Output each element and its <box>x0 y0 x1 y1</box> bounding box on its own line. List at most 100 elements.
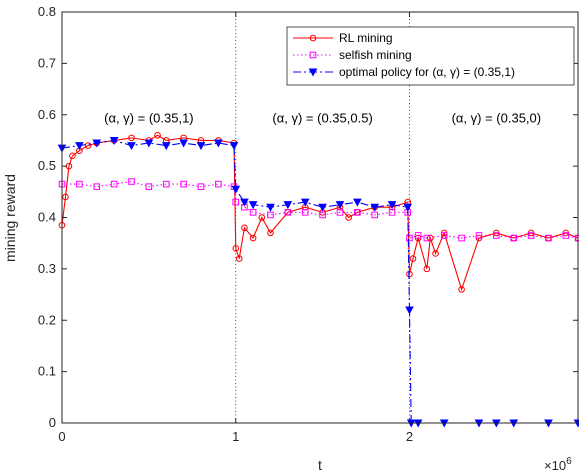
data-point-circle <box>258 214 266 221</box>
data-point-square <box>354 209 361 216</box>
data-point-square <box>414 232 422 239</box>
data-point-circle <box>235 255 243 262</box>
x-tick-label: 1 <box>232 429 239 444</box>
data-point-square <box>267 211 274 219</box>
x-multiplier-label: ×106 <box>544 456 572 473</box>
data-point-triangle <box>266 203 275 212</box>
data-point-triangle <box>214 139 223 148</box>
phase-annotations: (α, γ) = (0.35,1) (α, γ) = (0.35,0.5) (α, … <box>104 110 541 125</box>
series-line-0 <box>61 134 579 292</box>
legend-label-2: optimal policy for (α, γ) = (0.35,1) <box>339 65 515 79</box>
y-tick-label: 0 <box>49 415 56 430</box>
data-point-square <box>197 183 205 190</box>
x-axis-label: t <box>318 457 322 473</box>
data-point-triangle <box>353 198 362 207</box>
data-point-triangle <box>229 142 239 151</box>
data-point-square <box>215 180 222 188</box>
phase-annotation-2: (α, γ) = (0.35,0) <box>452 110 542 125</box>
legend-label-1: selfish mining <box>339 48 412 62</box>
data-point-square <box>319 211 326 219</box>
data-point-square <box>110 180 118 188</box>
y-tick-label: 0.4 <box>38 210 56 225</box>
data-point-triangle <box>231 185 241 194</box>
data-point-square <box>562 232 570 239</box>
data-point-triangle <box>318 203 327 212</box>
x-tick-label: 2 <box>406 429 413 444</box>
data-point-triangle <box>75 142 84 151</box>
data-point-square <box>406 234 413 242</box>
data-point-circle <box>241 224 248 232</box>
data-point-square <box>336 209 344 216</box>
data-point-square <box>527 232 535 239</box>
data-point-square <box>128 178 135 185</box>
data-point-circle <box>154 132 161 139</box>
data-point-circle <box>406 270 413 278</box>
data-point-triangle <box>248 201 258 210</box>
data-point-square <box>440 232 448 239</box>
y-tick-label: 0.8 <box>38 4 56 19</box>
data-point-square <box>545 234 552 242</box>
data-point-circle <box>62 193 69 201</box>
data-point-square <box>309 51 317 59</box>
series-1 <box>58 178 579 242</box>
data-point-triangle <box>92 139 102 148</box>
data-point-triangle <box>308 68 318 77</box>
data-point-square <box>475 232 483 239</box>
legend-box <box>286 26 575 86</box>
data-point-triangle <box>109 136 119 145</box>
y-tick-label: 0.7 <box>38 55 56 70</box>
phase-annotation-1: (α, γ) = (0.35,0.5) <box>272 110 372 125</box>
y-tick-label: 0.5 <box>38 158 56 173</box>
data-point-square <box>510 234 518 242</box>
ticks: 0 0.1 0.2 0.3 0.4 0.5 0.6 0.7 0.8 0 1 2 <box>38 4 578 444</box>
data-point-square <box>93 183 101 190</box>
x-multiplier-base: ×10 <box>544 458 566 473</box>
y-tick-label: 0.2 <box>38 312 56 327</box>
data-point-square <box>493 232 500 239</box>
data-point-circle <box>249 234 257 242</box>
data-point-triangle <box>127 142 136 151</box>
data-point-square <box>371 211 379 219</box>
data-point-triangle <box>403 203 413 212</box>
data-point-circle <box>69 152 76 160</box>
y-axis-label: mining reward <box>2 174 18 262</box>
data-point-circle <box>432 250 439 257</box>
phase-annotation-0: (α, γ) = (0.35,1) <box>104 110 194 125</box>
x-tick-label: 0 <box>58 429 65 444</box>
data-point-square <box>249 209 257 216</box>
y-tick-label: 0.6 <box>38 107 56 122</box>
data-point-triangle <box>144 139 154 148</box>
data-point-square <box>162 180 170 188</box>
y-tick-label: 0.1 <box>38 364 56 379</box>
y-tick-label: 0.3 <box>38 261 56 276</box>
data-point-square <box>388 209 396 216</box>
data-point-triangle <box>300 198 310 207</box>
legend-items: RL mining selfish mining optimal policy fo… <box>293 31 515 79</box>
data-point-square <box>423 234 431 242</box>
data-point-circle <box>345 214 352 221</box>
data-point-circle <box>423 265 431 273</box>
data-point-triangle <box>370 203 380 212</box>
data-point-triangle <box>335 201 345 210</box>
data-point-circle <box>128 134 135 142</box>
data-point-triangle <box>196 142 206 151</box>
data-point-triangle <box>405 306 414 315</box>
data-point-circle <box>84 142 92 149</box>
data-point-circle <box>458 286 465 293</box>
data-point-circle <box>309 34 317 42</box>
legend-label-0: RL mining <box>339 31 393 45</box>
data-point-circle <box>267 229 274 237</box>
data-point-triangle <box>179 139 188 148</box>
data-point-circle <box>427 234 434 242</box>
data-point-square <box>76 180 83 188</box>
data-point-square <box>232 198 240 206</box>
data-point-square <box>180 180 187 188</box>
data-point-triangle <box>387 201 397 210</box>
legend: RL mining selfish mining optimal policy fo… <box>286 26 575 86</box>
data-point-circle <box>409 255 417 262</box>
data-point-square <box>301 209 309 216</box>
data-point-square <box>145 183 153 190</box>
data-point-square <box>458 234 465 242</box>
data-point-triangle <box>283 201 293 210</box>
